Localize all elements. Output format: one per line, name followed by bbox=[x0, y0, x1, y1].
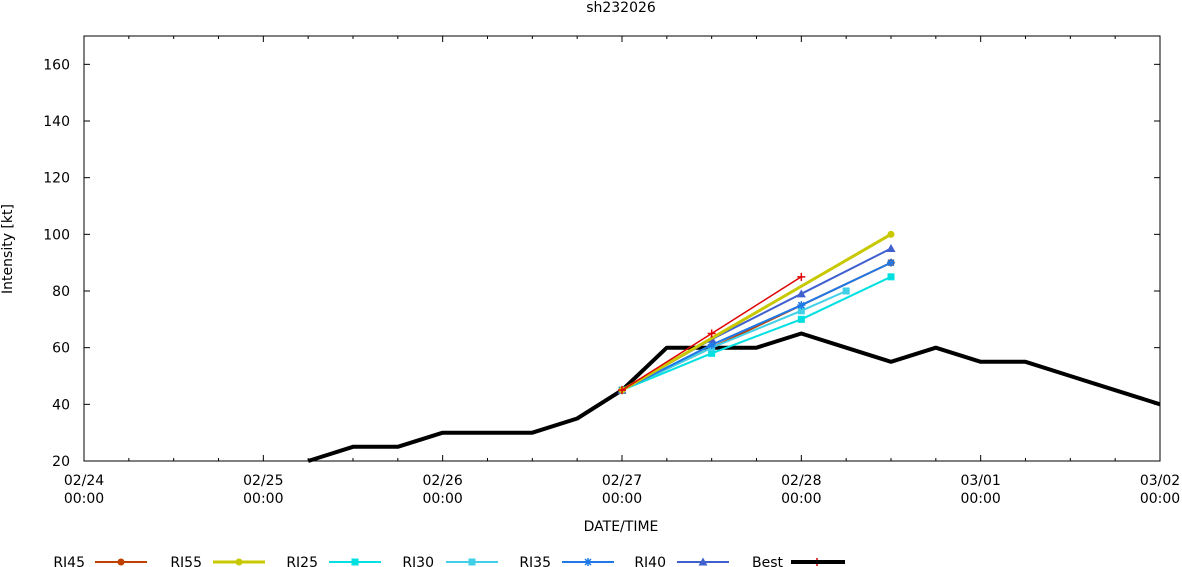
legend-marker-ri55 bbox=[235, 558, 243, 566]
y-tick-labels: 20 40 60 80 100 120 140 160 bbox=[43, 57, 70, 470]
series-point-ri25 bbox=[708, 349, 716, 357]
legend-label-ri30: RI30 bbox=[402, 555, 434, 567]
x-tick-label-date: 02/25 bbox=[243, 473, 283, 489]
x-tick-label-date: 03/02 bbox=[1140, 473, 1180, 489]
legend-label-ri40: RI40 bbox=[634, 555, 666, 567]
series-line-ri25 bbox=[621, 275, 892, 392]
x-tick-label-date: 02/28 bbox=[781, 473, 821, 489]
legend-marker-ri40 bbox=[698, 557, 708, 566]
series-best bbox=[618, 272, 806, 395]
x-tick-label-time: 00:00 bbox=[243, 491, 283, 507]
legend-marker-ri30 bbox=[468, 558, 476, 566]
y-axis-label: Intensity [kt] bbox=[0, 204, 16, 294]
legend-label-ri45: RI45 bbox=[53, 555, 85, 567]
series-point-ri35 bbox=[707, 340, 716, 349]
x-tick-label-time: 00:00 bbox=[1140, 491, 1180, 507]
series-point-ri25 bbox=[797, 315, 805, 323]
series-line-ri35 bbox=[621, 261, 892, 392]
series-black-track bbox=[307, 331, 1161, 463]
legend-label-ri55: RI55 bbox=[170, 555, 202, 567]
series-point-ri30 bbox=[842, 287, 850, 295]
x-tick-label-date: 02/24 bbox=[64, 473, 104, 489]
legend-label-ri35: RI35 bbox=[519, 555, 551, 567]
legend-marker-ri25 bbox=[351, 558, 359, 566]
y-tick-label: 40 bbox=[52, 397, 70, 413]
legend-marker-ri35 bbox=[584, 558, 592, 566]
x-tick-label-time: 00:00 bbox=[602, 491, 642, 507]
x-tick-label-time: 00:00 bbox=[422, 491, 462, 507]
series-point-best bbox=[618, 386, 626, 395]
x-tick-label-date: 02/26 bbox=[422, 473, 462, 489]
series-point-ri35 bbox=[887, 258, 895, 267]
y-tick-label: 160 bbox=[43, 57, 70, 73]
x-tick-label-time: 00:00 bbox=[960, 491, 1000, 507]
x-tick-label-date: 02/27 bbox=[602, 473, 642, 489]
series-line-ri55 bbox=[621, 233, 892, 392]
x-tick-label-time: 00:00 bbox=[64, 491, 104, 507]
series-point-ri40 bbox=[796, 289, 806, 298]
y-tick-label: 140 bbox=[43, 114, 70, 130]
series-layer bbox=[307, 230, 1161, 463]
series-line-ri30 bbox=[621, 290, 847, 392]
series-point-ri35 bbox=[797, 301, 806, 310]
x-tick-labels: 02/24 00:00 02/25 00:00 02/26 00:00 02/27 00:00… bbox=[64, 473, 1180, 507]
y-tick-label: 80 bbox=[52, 284, 70, 300]
plot-frame bbox=[83, 35, 1161, 462]
legend: RI45 RI55 RI25 RI30 RI35 RI40 Best bbox=[53, 555, 845, 567]
y-tick-label: 100 bbox=[43, 227, 70, 243]
series-point-ri30 bbox=[797, 307, 805, 315]
series-point-ri40 bbox=[886, 244, 896, 252]
legend-label-ri25: RI25 bbox=[286, 555, 318, 567]
y-tick-label: 120 bbox=[43, 171, 70, 187]
legend-marker-ri45 bbox=[117, 558, 125, 566]
x-axis-label: DATE/TIME bbox=[584, 519, 659, 535]
series-point-ri55 bbox=[887, 230, 895, 238]
chart-title: sh232026 bbox=[586, 0, 656, 16]
y-tick-label: 60 bbox=[52, 341, 70, 357]
legend-label-best: Best bbox=[752, 555, 784, 567]
series-line-black-track bbox=[307, 331, 1161, 463]
x-tick-label-date: 03/01 bbox=[960, 473, 1000, 489]
series-point-ri25 bbox=[887, 273, 895, 281]
x-tick-label-time: 00:00 bbox=[781, 491, 821, 507]
series-point-best bbox=[797, 272, 806, 281]
y-tick-label: 20 bbox=[52, 454, 70, 470]
series-point-best bbox=[707, 329, 716, 338]
